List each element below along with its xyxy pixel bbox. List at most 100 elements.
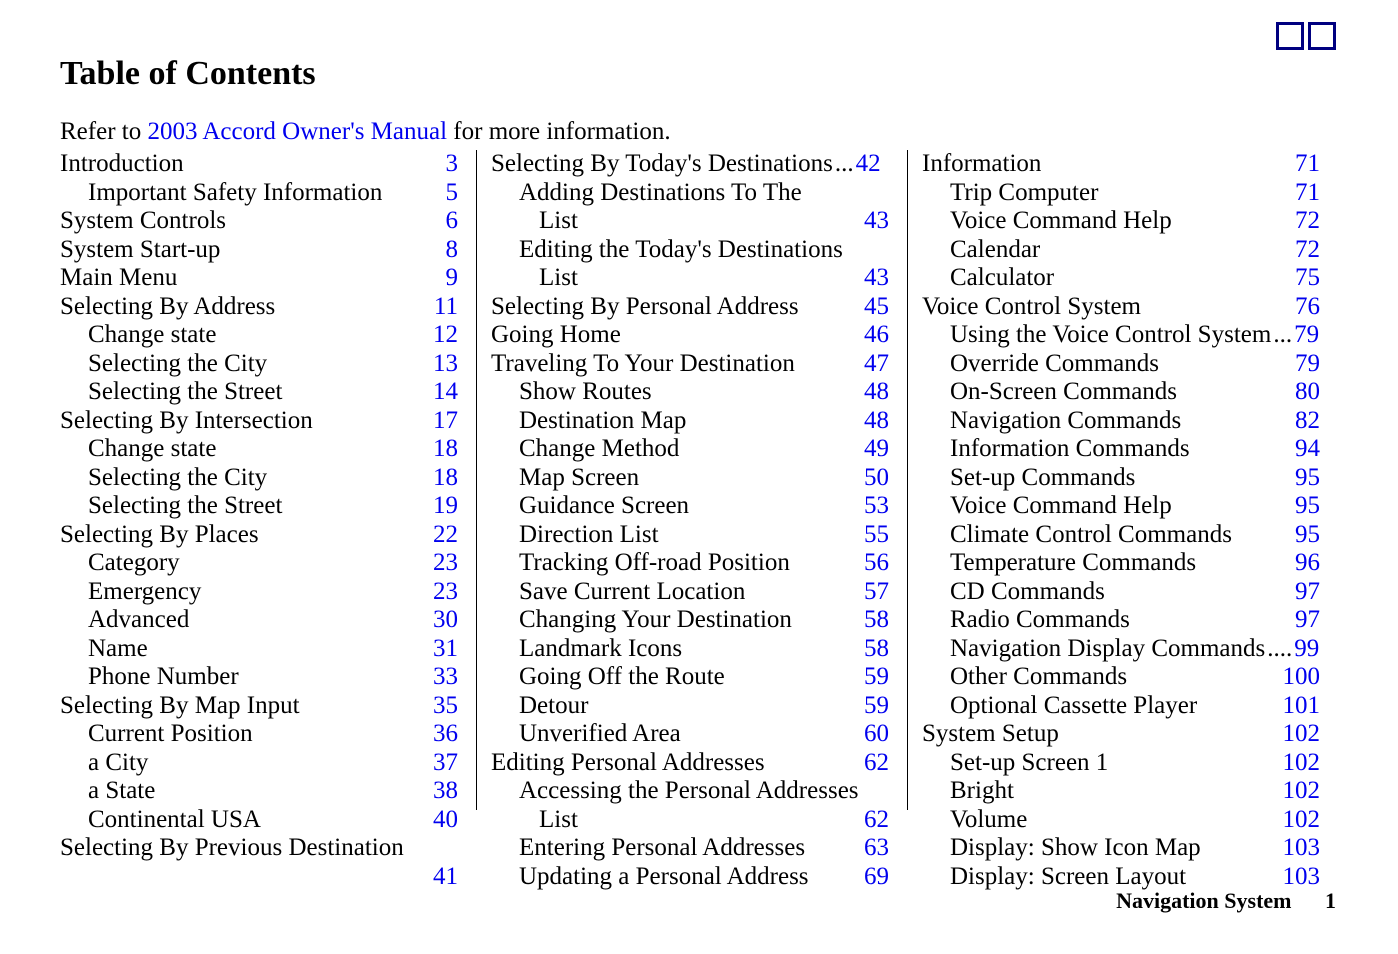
toc-entry[interactable]: Climate Control Commands95 (922, 521, 1320, 550)
toc-entry-page[interactable]: 95 (1295, 521, 1320, 550)
toc-entry-page[interactable]: 36 (433, 720, 458, 749)
toc-entry-page[interactable]: 79 (1295, 350, 1320, 379)
toc-entry-page[interactable]: 18 (433, 435, 458, 464)
toc-entry-page[interactable]: 3 (446, 150, 459, 179)
toc-entry[interactable]: Continental USA40 (60, 806, 458, 835)
refer-link[interactable]: 2003 Accord Owner's Manual (147, 118, 447, 145)
toc-entry[interactable]: Display: Screen Layout103 (922, 863, 1320, 892)
toc-entry[interactable]: Change Method49 (491, 435, 889, 464)
toc-entry[interactable]: Entering Personal Addresses63 (491, 834, 889, 863)
toc-entry-page[interactable]: 76 (1295, 293, 1320, 322)
toc-entry[interactable]: a State38 (60, 777, 458, 806)
toc-entry[interactable]: Volume102 (922, 806, 1320, 835)
toc-entry-page[interactable]: 18 (433, 464, 458, 493)
toc-entry[interactable]: Selecting By Map Input35 (60, 692, 458, 721)
toc-entry[interactable]: Selecting By Places22 (60, 521, 458, 550)
toc-entry[interactable]: Adding Destinations To The (491, 179, 889, 208)
toc-entry-page[interactable]: 23 (433, 578, 458, 607)
toc-entry-page[interactable]: 71 (1295, 150, 1320, 179)
toc-entry-page[interactable]: 102 (1283, 806, 1321, 835)
toc-entry[interactable]: Selecting the City18 (60, 464, 458, 493)
toc-entry-page[interactable]: 94 (1295, 435, 1320, 464)
toc-entry-page[interactable]: 13 (433, 350, 458, 379)
toc-entry-page[interactable]: 62 (864, 749, 889, 778)
toc-entry-page[interactable]: 5 (446, 179, 459, 208)
toc-entry-page[interactable]: 19 (433, 492, 458, 521)
toc-entry[interactable]: Temperature Commands96 (922, 549, 1320, 578)
toc-entry[interactable]: Introduction3 (60, 150, 458, 179)
toc-entry[interactable]: Going Home46 (491, 321, 889, 350)
toc-entry-page[interactable]: 38 (433, 777, 458, 806)
toc-entry[interactable]: On-Screen Commands80 (922, 378, 1320, 407)
toc-entry-page[interactable]: 59 (864, 692, 889, 721)
toc-entry[interactable]: Phone Number33 (60, 663, 458, 692)
toc-entry[interactable]: Voice Command Help95 (922, 492, 1320, 521)
toc-entry-page[interactable]: 40 (433, 806, 458, 835)
toc-entry[interactable]: Tracking Off-road Position56 (491, 549, 889, 578)
toc-entry[interactable]: Information71 (922, 150, 1320, 179)
toc-entry-page[interactable]: 6 (446, 207, 459, 236)
toc-entry-page[interactable]: 103 (1283, 834, 1321, 863)
toc-entry-page[interactable]: 103 (1283, 863, 1321, 892)
toc-entry-page[interactable]: 33 (433, 663, 458, 692)
toc-entry-page[interactable]: 43 (864, 264, 889, 293)
toc-entry-page[interactable]: 57 (864, 578, 889, 607)
toc-entry[interactable]: Selecting By Previous Destination (60, 834, 458, 863)
toc-entry-page[interactable]: 69 (864, 863, 889, 892)
toc-entry-page[interactable]: 100 (1283, 663, 1321, 692)
toc-entry-page[interactable]: 55 (864, 521, 889, 550)
toc-entry[interactable]: CD Commands97 (922, 578, 1320, 607)
toc-entry-page[interactable]: 30 (433, 606, 458, 635)
toc-entry[interactable]: Bright102 (922, 777, 1320, 806)
toc-entry[interactable]: Show Routes48 (491, 378, 889, 407)
toc-entry[interactable]: System Setup102 (922, 720, 1320, 749)
toc-entry-page[interactable]: 71 (1295, 179, 1320, 208)
toc-entry[interactable]: Voice Control System76 (922, 293, 1320, 322)
toc-entry[interactable]: Current Position36 (60, 720, 458, 749)
toc-entry[interactable]: Selecting the City13 (60, 350, 458, 379)
toc-entry[interactable]: Set-up Commands95 (922, 464, 1320, 493)
toc-entry-page[interactable]: 56 (864, 549, 889, 578)
toc-entry[interactable]: Using the Voice Control System...79 (922, 321, 1320, 350)
toc-entry[interactable]: Selecting By Intersection17 (60, 407, 458, 436)
toc-entry-page[interactable]: 11 (434, 293, 458, 322)
toc-entry-page[interactable]: 47 (864, 350, 889, 379)
toc-entry-page[interactable]: 58 (864, 606, 889, 635)
toc-entry[interactable]: Going Off the Route59 (491, 663, 889, 692)
toc-entry[interactable]: Landmark Icons58 (491, 635, 889, 664)
toc-entry[interactable]: Optional Cassette Player101 (922, 692, 1320, 721)
toc-entry-page[interactable]: 101 (1283, 692, 1321, 721)
toc-entry[interactable]: Editing the Today's Destinations (491, 236, 889, 265)
toc-entry[interactable]: Main Menu9 (60, 264, 458, 293)
toc-entry[interactable]: Direction List55 (491, 521, 889, 550)
toc-entry-page[interactable]: 96 (1295, 549, 1320, 578)
toc-entry-page[interactable]: 12 (433, 321, 458, 350)
toc-entry[interactable]: Unverified Area60 (491, 720, 889, 749)
toc-entry[interactable]: Change state12 (60, 321, 458, 350)
toc-entry[interactable]: Accessing the Personal Addresses (491, 777, 889, 806)
toc-entry-page[interactable]: 48 (864, 407, 889, 436)
toc-entry[interactable]: Updating a Personal Address69 (491, 863, 889, 892)
toc-entry-page[interactable]: 62 (864, 806, 889, 835)
toc-entry[interactable]: Information Commands94 (922, 435, 1320, 464)
toc-entry[interactable]: Selecting the Street19 (60, 492, 458, 521)
toc-entry-page[interactable]: 102 (1283, 749, 1321, 778)
toc-entry[interactable]: Navigation Commands82 (922, 407, 1320, 436)
toc-entry-page[interactable]: 50 (864, 464, 889, 493)
toc-entry[interactable]: Selecting By Address11 (60, 293, 458, 322)
toc-entry[interactable]: Emergency23 (60, 578, 458, 607)
toc-entry-page[interactable]: 22 (433, 521, 458, 550)
toc-entry-page[interactable]: 53 (864, 492, 889, 521)
toc-entry[interactable]: Navigation Display Commands....99 (922, 635, 1320, 664)
toc-entry-page[interactable]: 35 (433, 692, 458, 721)
toc-entry[interactable]: Calculator75 (922, 264, 1320, 293)
toc-entry-page[interactable]: 49 (864, 435, 889, 464)
toc-entry[interactable]: Category23 (60, 549, 458, 578)
toc-entry[interactable]: Change state18 (60, 435, 458, 464)
toc-entry-page[interactable]: 80 (1295, 378, 1320, 407)
toc-entry-page[interactable]: 48 (864, 378, 889, 407)
toc-entry[interactable]: Save Current Location57 (491, 578, 889, 607)
toc-entry-page[interactable]: 46 (864, 321, 889, 350)
toc-entry-page[interactable]: 95 (1295, 492, 1320, 521)
toc-entry[interactable]: List62 (491, 806, 889, 835)
